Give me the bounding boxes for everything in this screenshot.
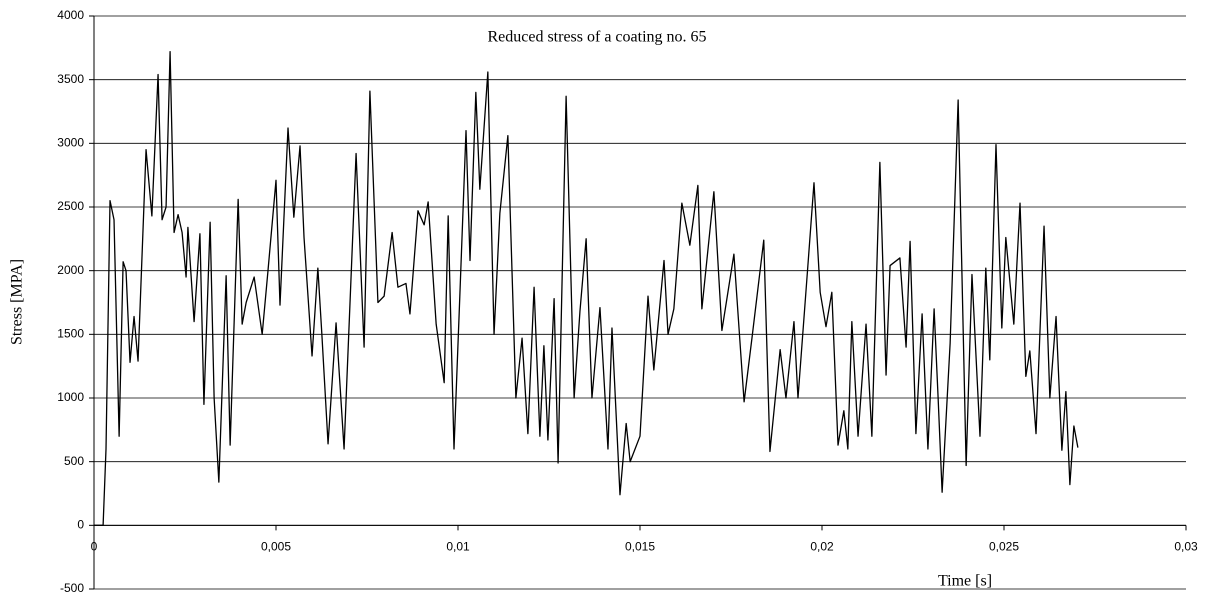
x-tick-label: 0,01 [446,540,470,554]
x-tick-label: 0 [91,540,98,554]
x-axis-label: Time [s] [938,573,992,590]
x-tick-label: 0,025 [989,540,1019,554]
y-tick-label: 500 [64,454,84,468]
y-tick-label: 2000 [57,263,84,277]
y-tick-label: 1500 [57,327,84,341]
chart-title: Reduced stress of a coating no. 65 [487,29,706,46]
y-tick-label: 3500 [57,72,84,86]
x-tick-label: 0,015 [625,540,655,554]
y-tick-label: 2500 [57,199,84,213]
x-tick-label: 0,02 [810,540,834,554]
y-tick-label: 3000 [57,136,84,150]
stress-line [94,51,1079,526]
y-axis-label: Stress [MPA] [9,259,26,345]
y-tick-label: 0 [77,518,84,532]
x-tick-label: 0,005 [261,540,291,554]
x-tick-label: 0,03 [1174,540,1198,554]
y-tick-label: 1000 [57,390,84,404]
y-tick-label: -500 [60,581,84,595]
y-tick-label: 4000 [57,8,84,22]
